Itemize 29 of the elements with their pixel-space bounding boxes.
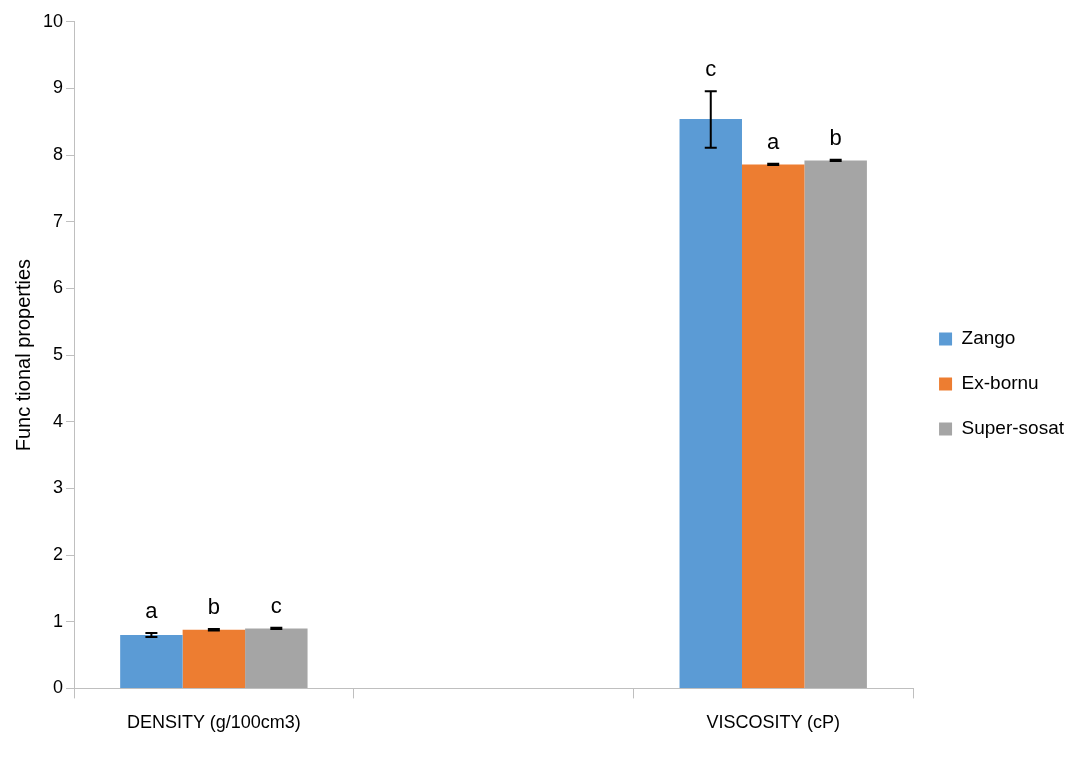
y-tick-label: 10 — [42, 10, 64, 31]
bar — [120, 635, 183, 688]
bar — [741, 164, 805, 688]
legend-label: Zango — [961, 327, 1016, 349]
y-tick-label: 1 — [53, 610, 64, 631]
y-tick-label: 9 — [53, 77, 64, 98]
bar — [245, 628, 308, 688]
y-tick-label: 8 — [53, 144, 64, 165]
data-label: a — [145, 598, 159, 624]
y-tick-label: 4 — [53, 410, 64, 431]
legend-label: Ex-bornu — [961, 372, 1039, 394]
y-tick-label: 6 — [53, 277, 64, 298]
data-label: c — [270, 592, 282, 618]
data-label: c — [705, 56, 717, 82]
data-label: a — [767, 128, 781, 154]
data-label: b — [829, 124, 842, 150]
y-tick-label: 7 — [53, 210, 64, 231]
bar — [679, 119, 742, 688]
y-tick-label: 3 — [53, 477, 64, 498]
legend-label: Super-sosat — [961, 417, 1065, 439]
y-tick-label: 0 — [53, 677, 64, 698]
x-tick-label: DENSITY (g/100cm3) — [126, 712, 301, 733]
bar — [804, 160, 867, 688]
y-tick-label: 2 — [53, 544, 64, 565]
y-tick-label: 5 — [53, 344, 64, 365]
y-axis-title: Func tional properties — [11, 258, 34, 452]
bar — [182, 629, 246, 688]
data-label: b — [207, 594, 220, 620]
x-tick-label: VISCOSITY (cP) — [706, 712, 841, 733]
